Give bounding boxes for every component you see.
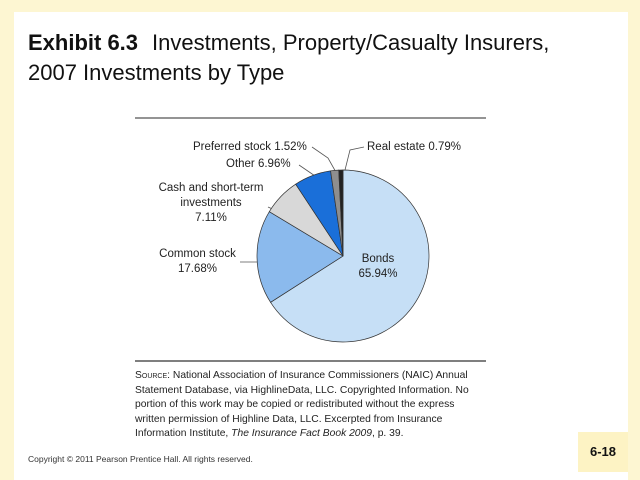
category: Other bbox=[226, 158, 255, 170]
title: Exhibit 6.3 Investments, Property/Casualt… bbox=[28, 28, 588, 88]
category: Common stock bbox=[159, 248, 236, 260]
label: Cash and short-term investments 7.11% bbox=[148, 181, 274, 226]
source-label: Source: bbox=[135, 370, 171, 381]
exhibit: Exhibit 6.3 bbox=[28, 30, 139, 55]
category: Cash and short-term investments bbox=[158, 182, 264, 209]
title-text: Investments, Property/Casualty Insurers,… bbox=[28, 30, 550, 85]
value-label: 65.94% bbox=[358, 268, 398, 280]
pie-slice bbox=[270, 169, 430, 343]
category: Real estate bbox=[367, 141, 426, 153]
category: Preferred stock bbox=[193, 141, 271, 153]
copyright: Copyright © 2011 Pearson Prentice Hall. … bbox=[28, 454, 253, 464]
label: Other 6.96% bbox=[226, 157, 291, 172]
label: Common stock 17.68% bbox=[150, 247, 245, 277]
value-label: 1.52% bbox=[274, 141, 307, 153]
category: Bonds bbox=[361, 253, 395, 265]
pie-slice bbox=[338, 169, 344, 257]
source-end: , p. 39. bbox=[371, 428, 404, 439]
source-book: The Insurance Fact Book 2009 bbox=[231, 428, 372, 439]
value-label: 17.68% bbox=[177, 263, 217, 275]
pie-slice bbox=[256, 211, 344, 303]
source-text: National Association of Insurance Commis… bbox=[135, 370, 469, 439]
leader bbox=[343, 146, 365, 175]
label: Preferred stock 1.52% bbox=[193, 140, 307, 155]
pie bbox=[256, 169, 430, 343]
leader bbox=[311, 146, 338, 175]
value-label: 6.96% bbox=[257, 158, 291, 170]
page-number: 6-18 bbox=[578, 432, 628, 472]
value-label: 7.11% bbox=[195, 212, 227, 224]
value-label: 0.79% bbox=[428, 141, 461, 153]
label: Real estate 0.79% bbox=[367, 140, 461, 155]
source: Source: National Association of Insuranc… bbox=[135, 369, 487, 442]
